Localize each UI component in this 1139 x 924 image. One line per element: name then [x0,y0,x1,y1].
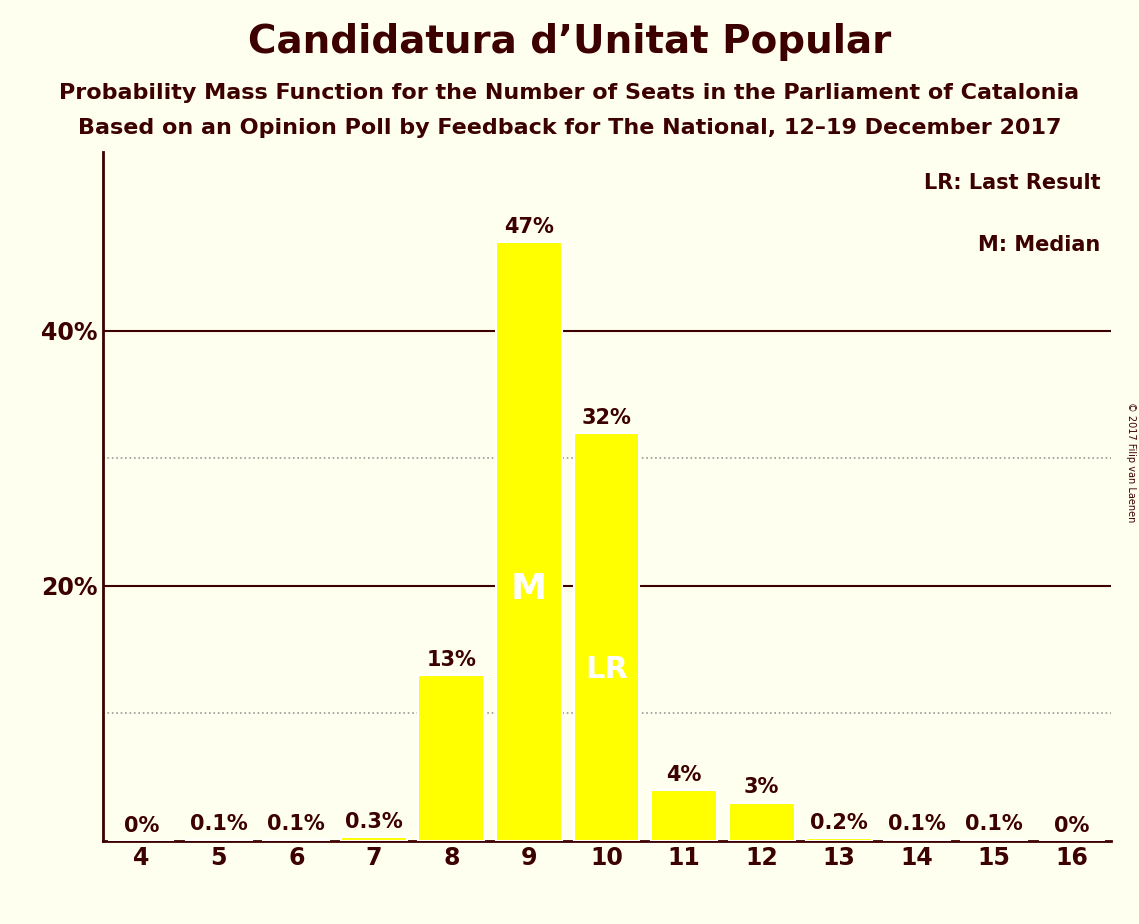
Bar [186,840,252,841]
Bar [341,837,407,841]
Bar [263,840,329,841]
Bar [961,840,1027,841]
Text: 0.2%: 0.2% [810,813,868,833]
Text: 3%: 3% [744,777,779,797]
Bar [884,840,950,841]
Text: 0.1%: 0.1% [887,814,945,834]
Text: Candidatura d’Unitat Popular: Candidatura d’Unitat Popular [248,23,891,61]
Text: 47%: 47% [505,216,554,237]
Text: 32%: 32% [582,407,631,428]
Text: 0%: 0% [124,816,159,835]
Text: 0%: 0% [1054,816,1089,835]
Bar [806,838,872,841]
Text: 0.1%: 0.1% [190,814,247,834]
Text: M: Median: M: Median [978,235,1100,255]
Text: 4%: 4% [666,765,702,784]
Bar [729,803,795,841]
Text: 13%: 13% [426,650,476,670]
Text: 0.1%: 0.1% [268,814,326,834]
Text: LR: Last Result: LR: Last Result [924,173,1100,193]
Bar [574,433,639,841]
Text: LR: LR [585,655,628,684]
Bar [495,242,562,841]
Text: 0.1%: 0.1% [966,814,1023,834]
Text: Probability Mass Function for the Number of Seats in the Parliament of Catalonia: Probability Mass Function for the Number… [59,83,1080,103]
Text: M: M [511,572,547,606]
Bar [418,675,484,841]
Bar [652,790,718,841]
Text: Based on an Opinion Poll by Feedback for The National, 12–19 December 2017: Based on an Opinion Poll by Feedback for… [77,118,1062,139]
Text: 0.3%: 0.3% [345,812,403,832]
Text: © 2017 Filip van Laenen: © 2017 Filip van Laenen [1126,402,1136,522]
